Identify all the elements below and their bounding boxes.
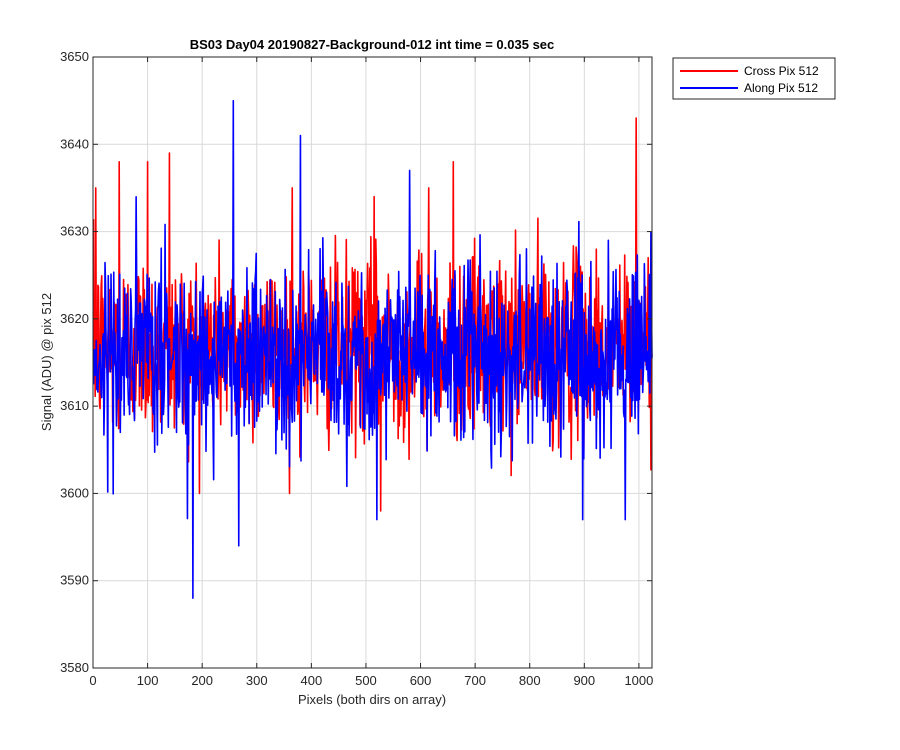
x-tick-label: 600 <box>410 673 432 688</box>
x-tick-label: 100 <box>137 673 159 688</box>
y-tick-label: 3590 <box>60 573 89 588</box>
y-tick-label: 3600 <box>60 485 89 500</box>
series-line-along-pix-512 <box>92 99 653 599</box>
x-tick-label: 1000 <box>624 673 653 688</box>
y-tick-label: 3620 <box>60 311 89 326</box>
series-layer <box>92 99 653 599</box>
y-tick-label: 3650 <box>60 49 89 64</box>
y-axis-label: Signal (ADU) @ pix 512 <box>39 293 54 431</box>
y-tick-label: 3630 <box>60 224 89 239</box>
legend-box <box>672 57 836 100</box>
x-tick-label: 800 <box>519 673 541 688</box>
x-tick-label: 700 <box>464 673 486 688</box>
x-tick-label: 900 <box>573 673 595 688</box>
chart-title: BS03 Day04 20190827-Background-012 int t… <box>190 37 555 52</box>
x-tick-label: 0 <box>89 673 96 688</box>
legend: Cross Pix 512 Along Pix 512 <box>672 57 836 100</box>
x-tick-label: 500 <box>355 673 377 688</box>
legend-label-along: Along Pix 512 <box>744 81 818 95</box>
x-tick-label: 300 <box>246 673 268 688</box>
tick-layer: 0 100 200 300 400 500 600 700 800 900 1000 3580 3590… <box>60 49 653 688</box>
plot-frame <box>92 56 653 669</box>
legend-label-cross: Cross Pix 512 <box>744 64 819 78</box>
y-tick-label: 3580 <box>60 660 89 675</box>
x-tick-label: 400 <box>301 673 323 688</box>
y-tick-label: 3640 <box>60 136 89 151</box>
x-tick-label: 200 <box>191 673 213 688</box>
x-axis-label: Pixels (both dirs on array) <box>298 692 446 707</box>
y-tick-label: 3610 <box>60 398 89 413</box>
